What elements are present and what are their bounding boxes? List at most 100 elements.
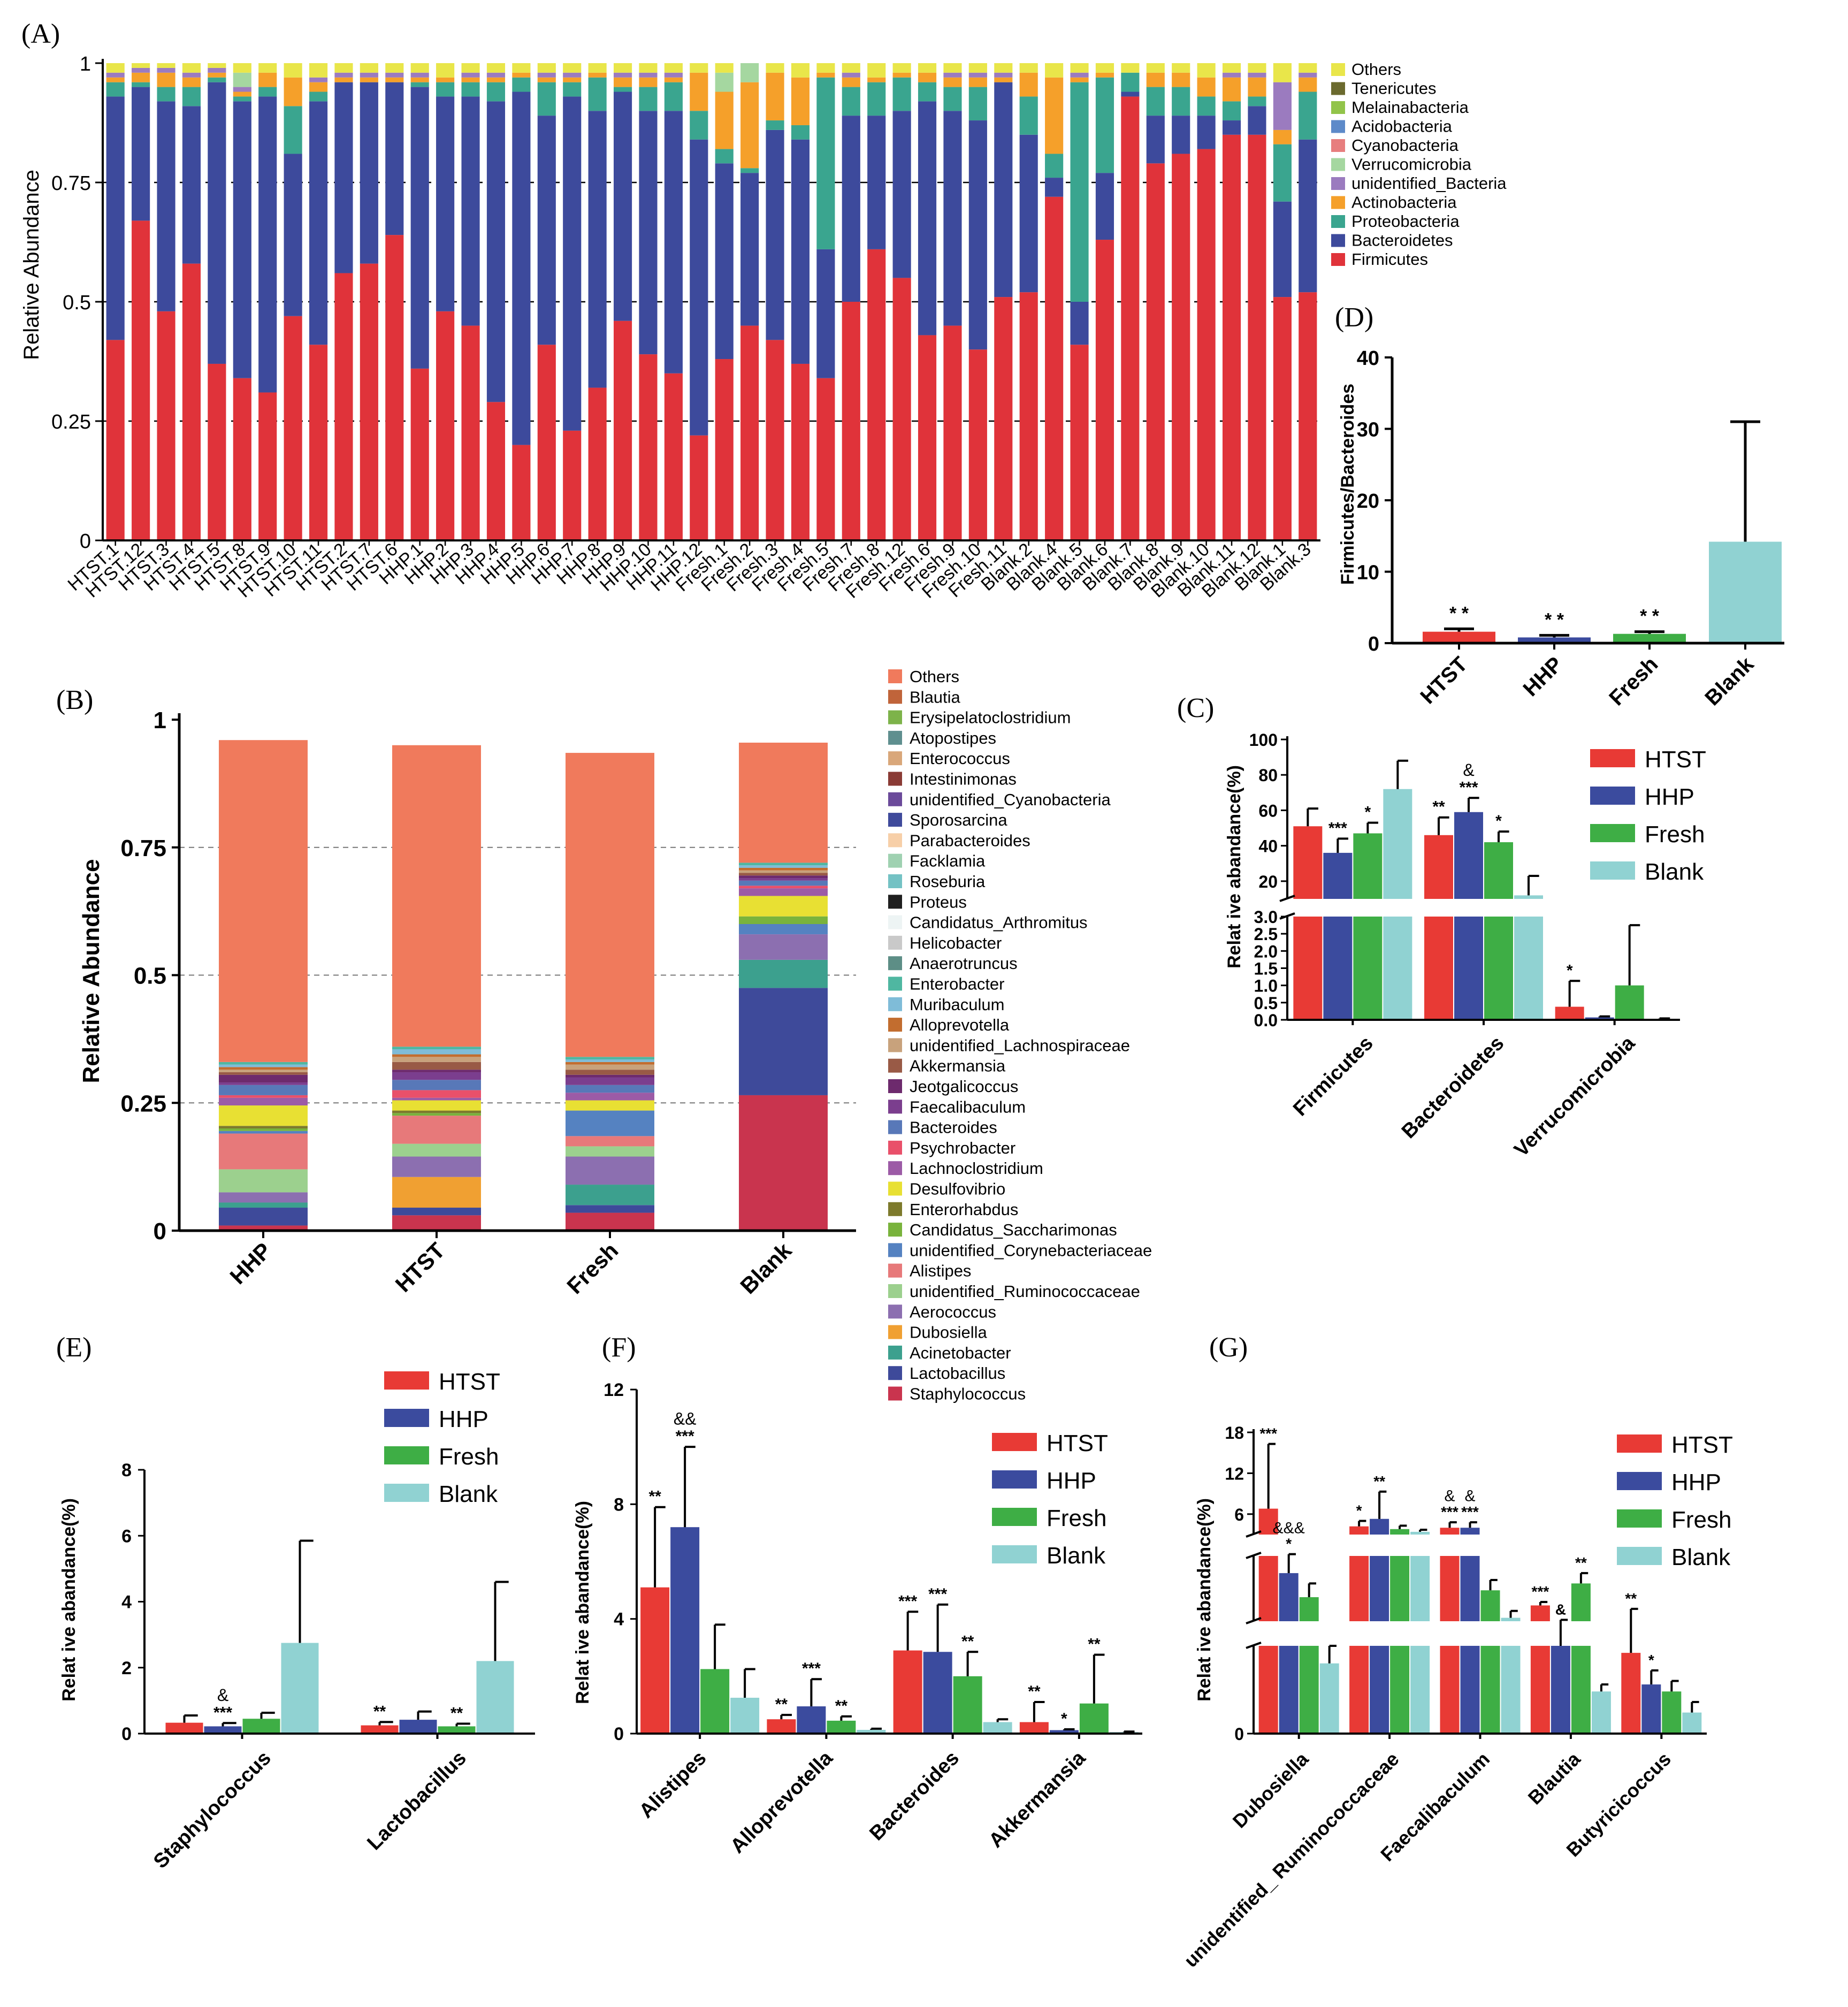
panel-f-bar [953,1676,982,1734]
panel-a-bar-segment [436,82,455,97]
panel-b-legend-label: Blautia [910,688,961,706]
panel-b-bar-segment [739,867,828,871]
panel-b-ytick-label: 1 [154,707,166,734]
panel-g-legend-swatch [1617,1434,1662,1453]
panel-b-bar-segment [739,1095,828,1231]
panel-a-bar-segment [943,72,962,78]
panel-g-ytick-label: 12 [1225,1464,1244,1483]
panel-a-bar-segment [563,96,582,431]
panel-a-bar-segment [486,77,506,82]
panel-a-bar-segment [766,63,784,73]
panel-g-axis-break-mark [1246,1642,1262,1649]
panel-a-bar-segment [563,72,582,78]
panel-a-bar-segment [258,96,277,393]
panel-a-bar-segment [1299,139,1317,293]
panel-b-bar-segment [219,1192,308,1203]
panel-c-legend-swatch [1590,824,1635,842]
panel-b-legend-swatch [888,976,902,991]
panel-b-legend-swatch [888,1018,902,1032]
panel-e-legend-swatch [384,1371,429,1390]
panel-a-bar-segment [918,82,937,102]
panel-d-significance: * * [1640,606,1660,627]
panel-label-d: (D) [1335,302,1373,333]
panel-g-bar [1641,1684,1661,1734]
panel-a-bar-segment [1045,154,1064,178]
panel-b-bar-segment [219,1074,308,1083]
panel-g-bar [1682,1712,1702,1734]
panel-b-legend-swatch [888,1120,902,1134]
panel-a-bar-segment [563,63,582,73]
panel-g-axis-break-gap [1388,1535,1411,1556]
panel-a-legend-label: Acidobacteria [1351,117,1453,136]
panel-b-legend-swatch [888,1263,902,1278]
panel-g-significance: *** [1532,1583,1549,1600]
panel-a-bar-segment [1019,63,1038,73]
panel-a-bar-segment [208,67,226,73]
panel-b-bar-segment [219,1082,308,1085]
panel-a-bar-segment [791,363,810,540]
panel-e-ytick-label: 8 [121,1460,132,1481]
panel-a-bar-segment [360,72,378,78]
panel-a-bar-segment [588,72,607,78]
panel-g-axis-break-gap [1438,1535,1461,1556]
panel-b-bar-segment [219,1131,308,1134]
panel-d-ylabel: Firmicutes/Bacteroides [1338,384,1358,585]
panel-a-bar-segment [537,77,556,82]
panel-a-bar-segment [1070,72,1089,78]
panel-a-bar-segment [639,72,658,78]
panel-g-significance: ** [1625,1590,1637,1607]
panel-c-legend-swatch [1590,861,1635,880]
panel-a-bar-segment [968,120,987,350]
panel-a-bar-segment [816,249,835,378]
panel-b-bar-segment [219,1169,308,1193]
panel-e-bar [204,1726,242,1734]
panel-a-bar-segment [1121,91,1140,97]
panel-a-bar-segment [1172,154,1190,541]
panel-a-bar-segment [436,77,455,82]
panel-f-significance: * [1061,1710,1067,1728]
panel-a-bar-segment [994,297,1013,540]
panel-g-ylabel: Relat ive abandance(%) [1194,1498,1215,1701]
panel-b-legend-label: Anaerotruncus [910,954,1018,973]
panel-a-bar-segment [1299,292,1317,540]
panel-c-axis-break-gap [1292,899,1324,917]
panel-b-legend-swatch [888,813,902,827]
panel-a-legend-label: Bacteroidetes [1351,231,1453,250]
panel-a-bar-segment [613,63,632,73]
panel-a-bar-segment [309,91,328,102]
panel-a-bar-segment [867,82,886,116]
panel-b-bar-segment [219,1095,308,1098]
panel-g-axis-break-gap [1499,1621,1522,1646]
panel-f-bar [670,1527,700,1734]
panel-a-legend-label: unidentified_Bacteria [1351,174,1507,193]
panel-a-bar-segment [157,63,175,68]
panel-e-significance: ** [373,1703,386,1720]
panel-b-bar-segment [739,888,828,896]
panel-a-bar-segment [486,101,506,402]
panel-g-significance-ampersand: & [1464,1487,1475,1505]
panel-a-bar-segment [486,72,506,78]
panel-a-bar-segment [1172,72,1190,87]
panel-a-bar-segment [1019,292,1038,540]
panel-g-axis-break-gap [1529,1621,1552,1646]
panel-a-bar-segment [639,63,658,73]
panel-b-legend-label: Acinetobacter [910,1344,1011,1362]
panel-a-bar-segment [588,63,607,73]
panel-g-significance-ampersand: & [1444,1487,1455,1505]
panel-a-bar-segment [410,72,429,78]
panel-b-bar-segment [392,1100,481,1111]
panel-a-bar-segment [309,101,328,345]
panel-a-bar-segment [994,63,1013,73]
panel-e-significance-ampersand: & [217,1685,228,1705]
panel-g-significance: ** [1575,1554,1587,1571]
panel-b-legend-swatch [888,690,902,704]
panel-e-legend-swatch [384,1409,429,1427]
panel-a-bar-segment [968,77,987,87]
panel-b-bar-segment [219,1067,308,1070]
panel-c-axis-break-mark [1279,895,1295,902]
panel-a-bar-segment [157,101,175,311]
panel-g-axis-break-gap [1368,1621,1391,1646]
panel-c-significance-ampersand: & [1463,760,1474,780]
panel-a-bar-segment [1095,240,1114,540]
panel-d-ytick-label: 30 [1357,419,1379,441]
